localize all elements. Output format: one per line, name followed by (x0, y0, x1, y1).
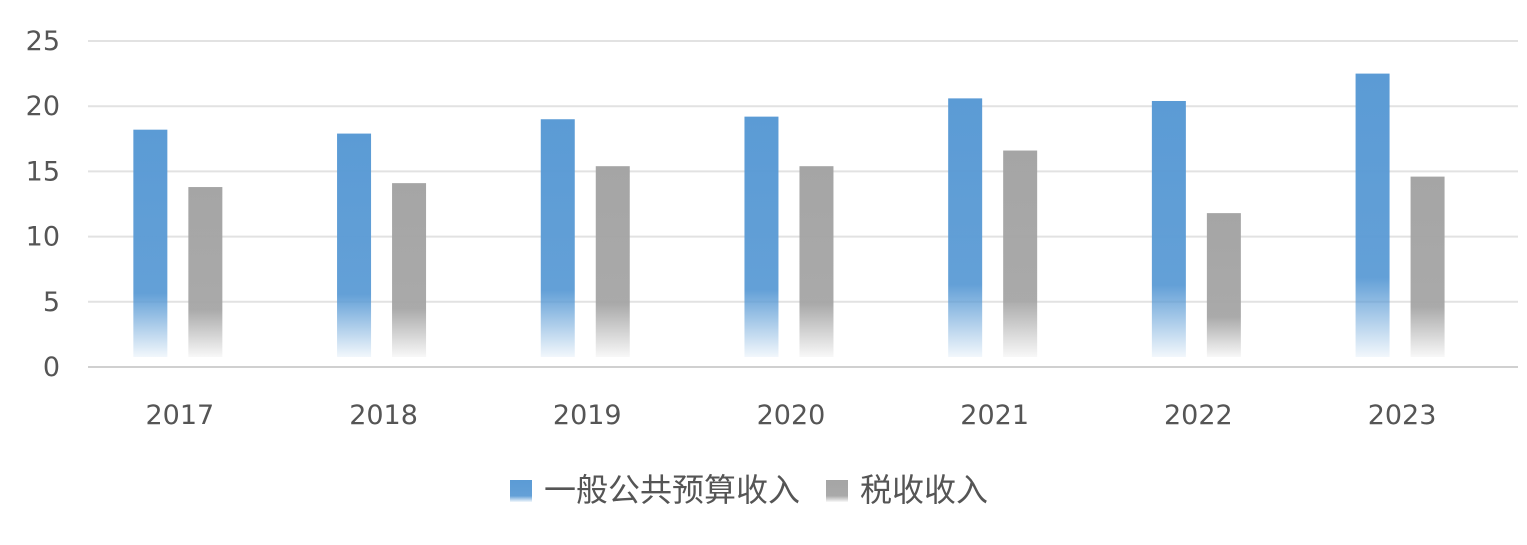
y-tick-label: 15 (26, 156, 60, 187)
bar-budget-revenue-2022 (1151, 100, 1186, 357)
bar-tax-revenue-2022 (1206, 213, 1241, 357)
legend: 一般公共预算收入 税收收入 (510, 471, 988, 509)
bar-budget-revenue-2020 (744, 116, 779, 357)
y-tick-label: 5 (43, 287, 60, 318)
bar-tax-revenue-2020 (799, 166, 834, 357)
x-tick-label: 2018 (349, 400, 418, 431)
bar-budget-revenue-2023 (1355, 73, 1390, 357)
bar-budget-revenue-2019 (540, 119, 575, 358)
bar-tax-revenue-2023 (1410, 176, 1445, 357)
bar-tax-revenue-2018 (392, 183, 427, 357)
x-tick-label: 2019 (553, 400, 622, 431)
y-tick-label: 10 (26, 222, 60, 253)
x-tick-label: 2023 (1368, 400, 1437, 431)
x-tick-label: 2021 (960, 400, 1029, 431)
legend-label-1: 税收收入 (860, 471, 988, 509)
bars (133, 73, 1445, 358)
y-tick-label: 0 (43, 352, 60, 383)
bar-tax-revenue-2019 (595, 166, 630, 357)
bar-budget-revenue-2021 (948, 98, 983, 357)
y-tick-label: 25 (26, 26, 60, 57)
legend-swatch-0 (510, 480, 532, 502)
bar-budget-revenue-2018 (337, 133, 372, 357)
bar-budget-revenue-2017 (133, 129, 168, 357)
legend-swatch-1 (826, 480, 848, 502)
bar-tax-revenue-2017 (188, 187, 223, 357)
y-tick-label: 20 (26, 91, 60, 122)
x-tick-label: 2020 (757, 400, 826, 431)
x-tick-label: 2022 (1164, 400, 1233, 431)
legend-label-0: 一般公共预算收入 (544, 471, 800, 509)
axes: 0 5 10 15 20 25 2017 2018 2019 2020 2021 2022 2023 (26, 26, 1437, 431)
bar-tax-revenue-2021 (1003, 150, 1038, 357)
x-tick-label: 2017 (145, 400, 214, 431)
